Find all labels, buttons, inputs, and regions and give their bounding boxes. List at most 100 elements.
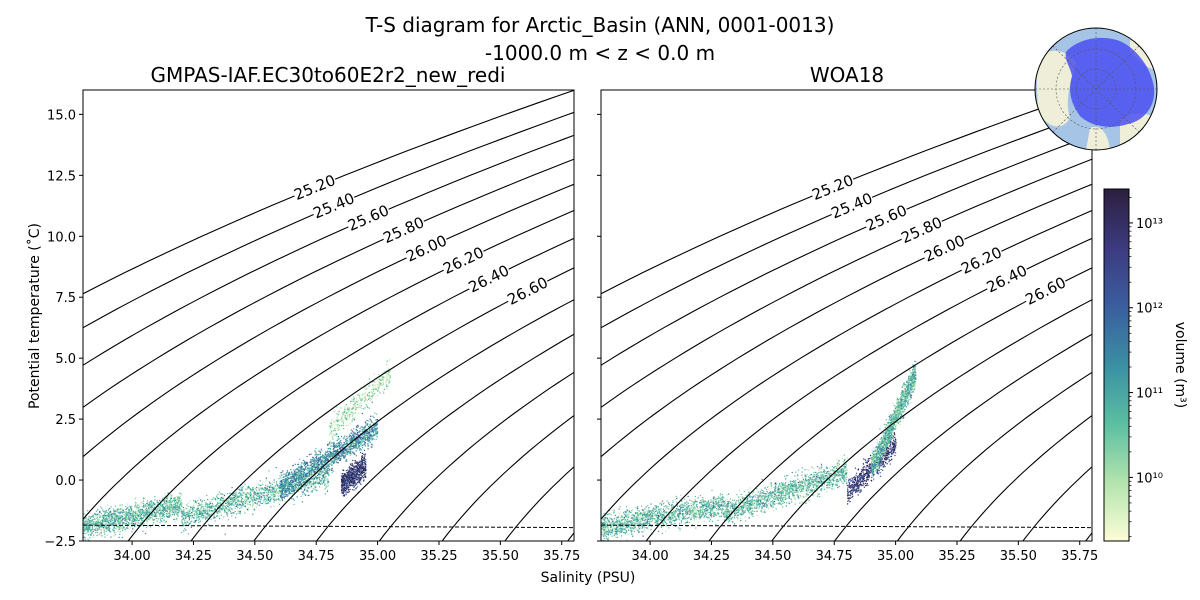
ts-point [94,518,96,520]
ts-point [302,470,304,472]
ts-point [136,519,138,522]
ts-point [171,501,173,503]
ts-point [352,438,354,440]
ts-point [222,507,224,509]
ts-point [308,484,310,486]
ts-point [323,467,325,470]
ts-point [226,508,228,510]
ts-point [115,527,117,529]
ts-point [116,524,118,526]
ts-point [143,509,145,512]
ts-point [196,514,199,516]
ts-point [123,511,125,514]
ts-point [111,518,113,520]
ts-point [171,510,173,512]
ts-point [336,442,338,444]
ts-point [221,493,223,495]
ts-point [148,511,150,513]
ts-point [135,523,137,525]
ts-point [219,508,222,510]
ts-point [198,516,200,518]
ts-point [274,500,276,502]
ts-point [217,497,220,500]
ts-point [170,501,172,503]
ts-point [135,502,137,504]
ts-point [306,462,309,464]
ts-point [338,455,340,457]
ts-point [255,493,257,496]
ts-point [314,486,316,488]
ts-point [313,465,315,467]
ts-point [311,471,313,473]
ts-point [187,502,189,504]
ts-point [353,432,355,435]
ts-point [239,491,241,493]
ts-point [181,503,183,505]
panel-left: 25.2025.4025.6025.8026.0026.2026.4026.60… [44,89,580,564]
ts-point [105,522,107,524]
ts-point [133,520,136,522]
ts-point [135,522,137,524]
ts-point [110,521,112,523]
ts-point [242,501,244,503]
ts-point [282,486,284,488]
ts-point [335,450,337,452]
ts-point [374,430,376,432]
ts-point [337,449,339,451]
ts-point [285,477,287,479]
ts-point [291,484,293,486]
ts-point [262,492,264,494]
ts-point [117,507,119,509]
ts-point [375,425,377,427]
ts-point [104,520,106,522]
ts-point [291,481,294,483]
ts-point [319,466,322,468]
ts-point [247,503,249,505]
ts-point [166,496,168,498]
ts-point [269,494,271,496]
ts-point [360,438,362,440]
ts-point [108,513,110,516]
ts-point [93,524,95,527]
ts-point [113,508,115,510]
ts-point [239,500,241,502]
ts-point [106,522,108,524]
ts-point [275,467,277,469]
ts-point [242,485,244,488]
ts-point [127,517,129,519]
ts-point [346,443,349,445]
ts-point [156,504,158,506]
ts-point [316,454,318,456]
ts-point [356,436,358,438]
ts-point [166,518,168,520]
ts-point [302,477,304,479]
ts-point [371,444,373,446]
ts-point [352,442,354,444]
ts-point [305,475,307,477]
ts-point [326,486,328,488]
ts-point [315,462,317,464]
ts-point [295,479,297,481]
ts-point [312,460,314,462]
ts-point [285,493,287,495]
ts-point [367,406,369,408]
ts-point [305,463,307,465]
ts-point [101,519,103,521]
ts-point [110,511,112,513]
ts-point [305,467,307,469]
ts-point [142,497,144,499]
ts-point [338,453,340,456]
ts-point [100,520,102,522]
ts-point [236,504,238,506]
ts-point [202,511,204,513]
ts-point [281,496,283,498]
ts-point [302,476,304,478]
ts-point [291,476,293,478]
ts-point [347,469,349,471]
ts-point [361,465,363,467]
ts-point [127,518,129,520]
ts-point [138,507,140,509]
ts-point [223,504,225,506]
ts-point [202,515,205,517]
ts-point [86,525,88,527]
